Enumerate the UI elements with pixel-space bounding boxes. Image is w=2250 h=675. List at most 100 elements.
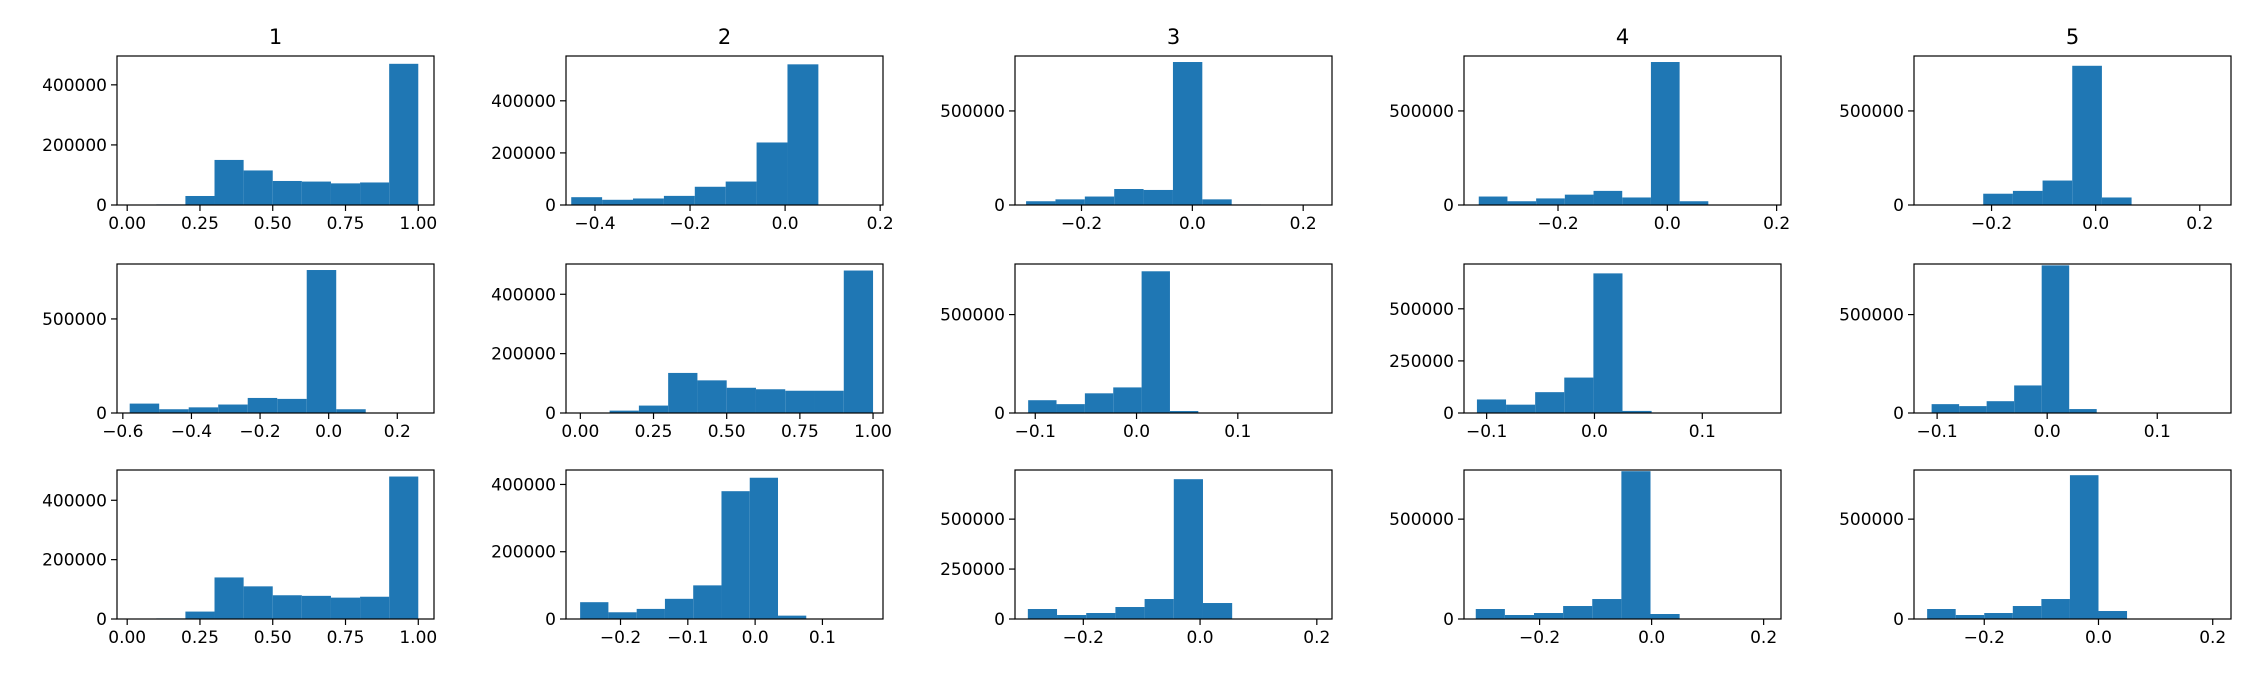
histogram-bar [2041, 599, 2070, 619]
histogram-bar [247, 397, 278, 413]
histogram-bar [129, 403, 160, 413]
histogram-bar [1622, 410, 1652, 413]
y-tick-label: 0 [96, 196, 107, 216]
histogram-bar [2012, 190, 2043, 205]
y-tick-label: 400000 [491, 285, 556, 305]
histogram-bar [1027, 609, 1058, 619]
y-tick-label: 0 [1443, 404, 1454, 424]
axes-frame [1913, 263, 2232, 414]
y-tick-label: 200000 [42, 551, 107, 571]
histogram-bar [1504, 615, 1535, 619]
histogram-bar [1931, 404, 1960, 413]
subplot-title: 5 [2066, 25, 2079, 49]
histogram-bar [1983, 193, 2013, 205]
histogram-bar [1056, 404, 1085, 413]
x-tick-label: 0.0 [1179, 214, 1206, 234]
histogram-bar [306, 270, 337, 413]
x-tick-label: 0.0 [1654, 214, 1681, 234]
histogram-bar [1478, 196, 1508, 205]
histogram-bar [636, 608, 665, 619]
histogram-bar [1084, 196, 1115, 205]
histogram-bar [389, 63, 419, 205]
histogram-bar [330, 597, 361, 619]
axes-frame [116, 55, 435, 206]
histogram-bar [272, 180, 302, 205]
x-tick-label: 0.1 [809, 628, 836, 648]
x-tick-label: 1.00 [399, 214, 437, 234]
histogram-bar [1506, 404, 1536, 413]
histogram-bar [218, 404, 248, 413]
histogram-bar [1141, 271, 1170, 413]
histogram-bar [1475, 609, 1505, 619]
y-tick-label: 400000 [491, 475, 556, 495]
y-tick-label: 500000 [940, 510, 1005, 530]
histogram-bar [1169, 411, 1199, 413]
x-tick-label: 0.0 [2085, 628, 2112, 648]
x-tick-label: 0.2 [1303, 628, 1330, 648]
x-tick-label: 0.50 [254, 628, 292, 648]
histogram-bar [608, 612, 637, 619]
histogram-bar [749, 477, 779, 619]
histogram-bar [2042, 180, 2073, 205]
x-tick-label: 0.2 [1290, 214, 1317, 234]
histogram-bar [336, 409, 366, 413]
histogram-bar [2041, 265, 2070, 413]
y-tick-label: 0 [96, 404, 107, 424]
x-tick-label: −0.2 [1537, 214, 1578, 234]
histogram-bar [694, 186, 726, 205]
y-tick-label: 250000 [940, 560, 1005, 580]
histogram-bar [301, 181, 331, 205]
histogram-bar [1476, 399, 1507, 413]
histogram-bar [1650, 614, 1680, 619]
y-tick-label: 200000 [491, 345, 556, 365]
histogram-bar [1679, 201, 1709, 205]
y-tick-label: 0 [96, 610, 107, 630]
x-tick-label: −0.4 [171, 422, 212, 442]
histogram-bar [756, 142, 788, 205]
x-tick-label: −0.2 [239, 422, 280, 442]
y-tick-label: 500000 [42, 310, 107, 330]
histogram-bar [814, 390, 844, 413]
axes-frame [1014, 263, 1333, 414]
x-tick-label: 0.0 [742, 628, 769, 648]
x-tick-label: 0.0 [2082, 214, 2109, 234]
histogram-bar [721, 491, 750, 619]
histogram-bar [1028, 400, 1057, 413]
y-tick-label: 0 [545, 404, 556, 424]
axes-frame [116, 469, 435, 620]
x-tick-label: −0.2 [669, 214, 710, 234]
histogram-bar [1986, 401, 2015, 413]
x-tick-label: −0.1 [667, 628, 708, 648]
histogram-bar [1650, 62, 1680, 205]
histogram-bar [243, 170, 273, 205]
histogram-bar [1563, 606, 1593, 619]
x-tick-label: 0.0 [315, 422, 342, 442]
x-tick-label: 0.2 [1763, 214, 1790, 234]
x-tick-label: 0.1 [2144, 422, 2171, 442]
x-tick-label: −0.4 [574, 214, 615, 234]
subplot-title: 3 [1167, 25, 1180, 49]
histogram-bar [1955, 615, 1985, 619]
x-tick-label: 0.0 [1638, 628, 1665, 648]
x-tick-label: −0.1 [1466, 422, 1507, 442]
x-tick-label: 0.00 [561, 422, 599, 442]
x-tick-label: −0.1 [1015, 422, 1056, 442]
y-tick-label: 200000 [42, 136, 107, 156]
histogram-bar [301, 595, 331, 619]
x-tick-label: 0.0 [1581, 422, 1608, 442]
x-tick-label: 0.2 [1750, 628, 1777, 648]
y-tick-label: 500000 [940, 102, 1005, 122]
y-tick-label: 0 [994, 404, 1005, 424]
subplot-title: 2 [718, 25, 731, 49]
x-tick-label: 0.1 [1689, 422, 1716, 442]
y-tick-label: 200000 [491, 144, 556, 164]
x-tick-label: 0.50 [708, 422, 746, 442]
x-tick-label: 0.25 [181, 628, 219, 648]
x-tick-label: 0.50 [254, 214, 292, 234]
axes-frame [565, 55, 884, 206]
axes-frame [1014, 469, 1333, 620]
histogram-bar [330, 183, 361, 205]
histogram-bar [1086, 613, 1116, 619]
histogram-bar [1055, 199, 1085, 205]
histogram-bar [1927, 609, 1956, 619]
